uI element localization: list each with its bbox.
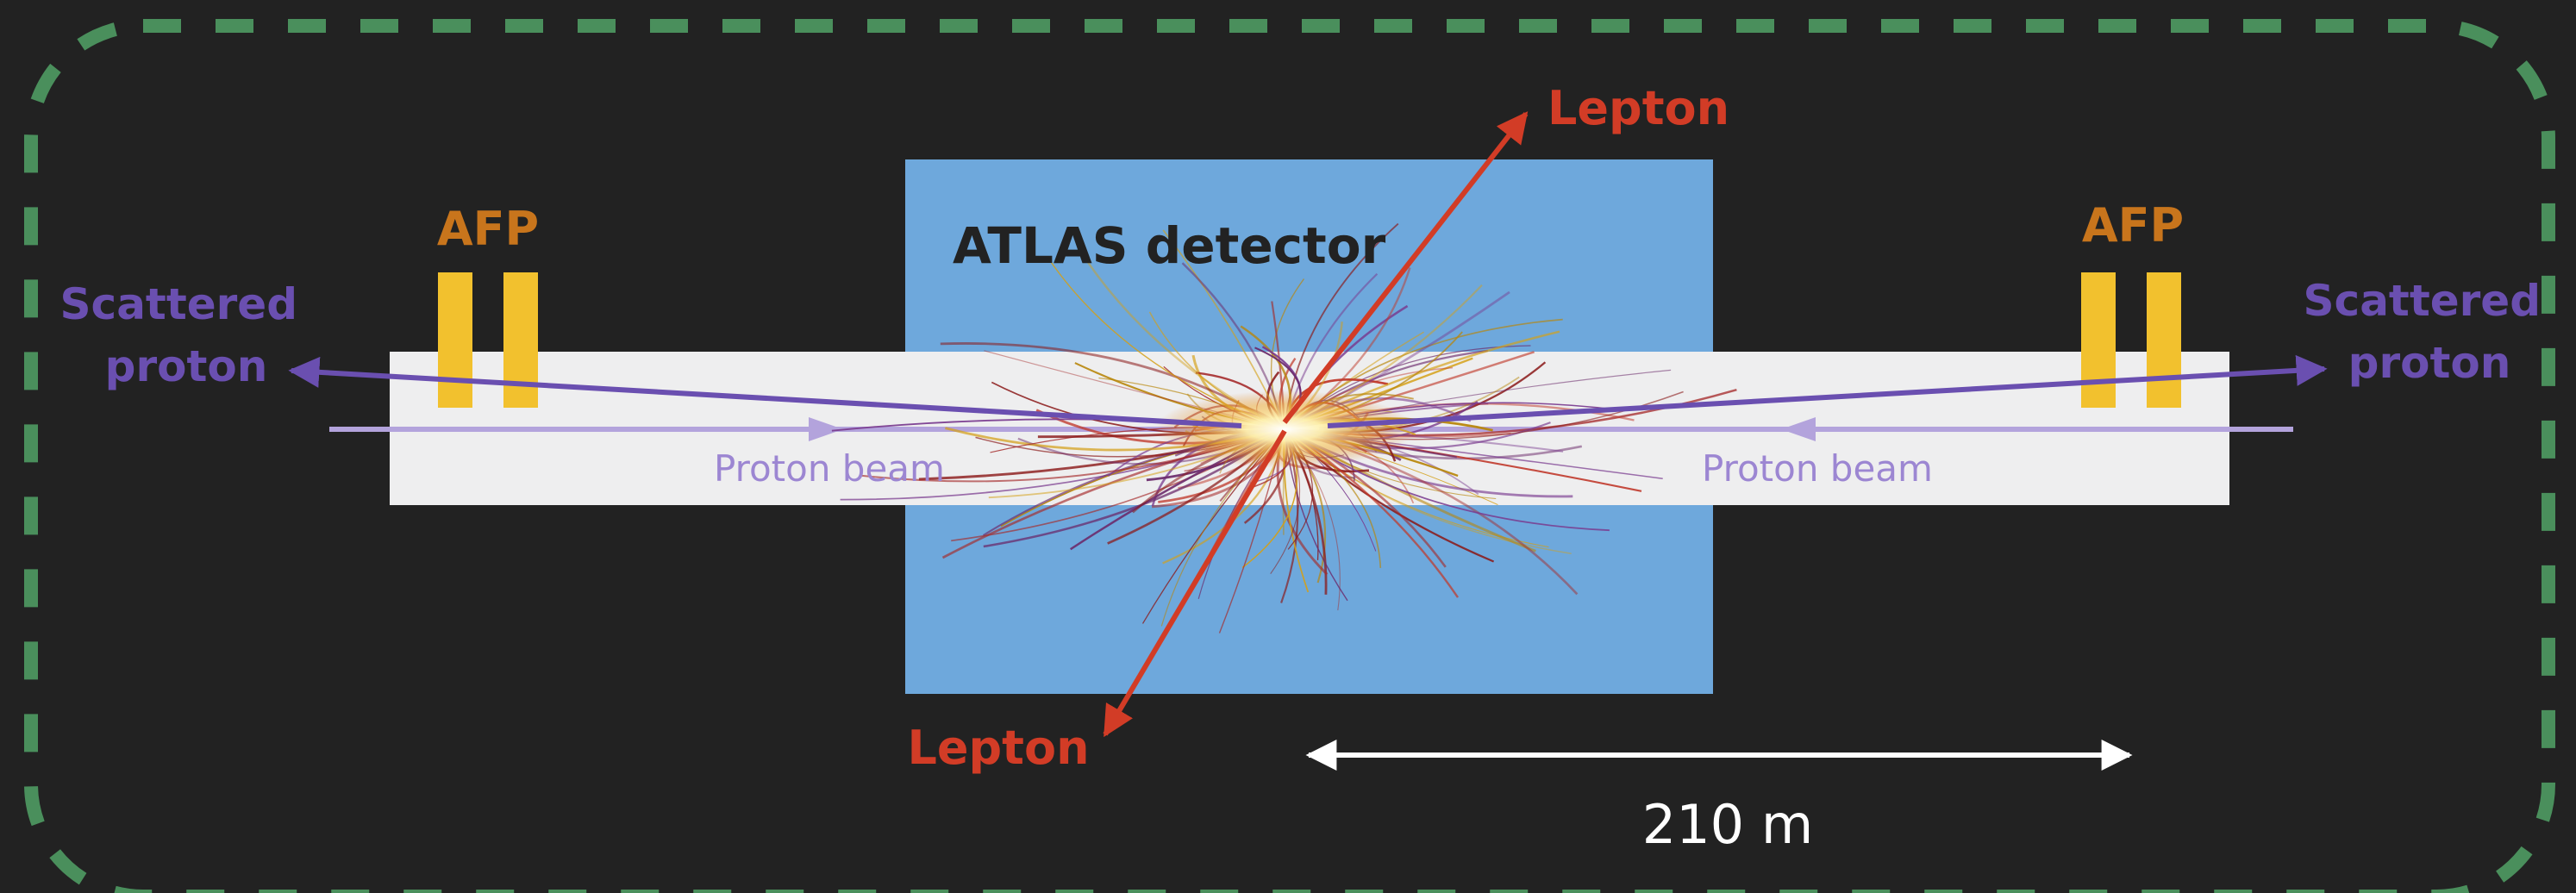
scale-label: 210 m (1642, 793, 1813, 856)
scattered-proton-right-arrow (1327, 354, 2328, 428)
collision-event (831, 222, 1737, 634)
lepton-bottom-arrow (1103, 429, 1287, 738)
proton-beam-left-arrowhead (809, 417, 843, 441)
afp-left-label: AFP (437, 202, 539, 256)
proton-beam-left-label: Proton beam (714, 447, 945, 490)
dashed-border (24, 19, 2555, 893)
proton-beam-right-label: Proton beam (1702, 447, 1933, 490)
scattered-proton-left-arrow (288, 356, 1242, 428)
collision-glow (1155, 390, 1414, 468)
atlas-detector-label: ATLAS detector (953, 216, 1386, 275)
scattered-proton-right-label: Scattered proton (2304, 276, 2556, 388)
scattered-proton-left-label: Scattered proton (60, 279, 313, 391)
lepton-top-arrow (1282, 111, 1529, 424)
lepton-top-label: Lepton (1547, 81, 1729, 135)
afp-right-label: AFP (2082, 198, 2184, 253)
proton-beam-right-arrowhead (1781, 417, 1816, 441)
lepton-bottom-label: Lepton (907, 721, 1089, 775)
afp-right-station (2081, 272, 2181, 408)
